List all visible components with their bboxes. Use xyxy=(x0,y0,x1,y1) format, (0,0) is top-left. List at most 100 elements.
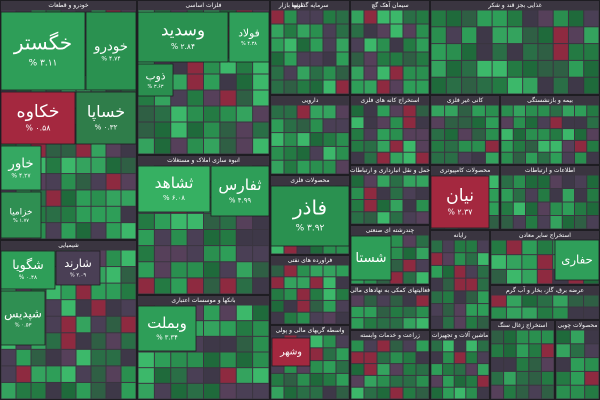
filler-cell xyxy=(541,330,554,344)
filler-cell xyxy=(91,283,106,300)
filler-cell xyxy=(106,141,121,157)
filler-cell xyxy=(121,141,136,157)
filler-cell xyxy=(403,38,416,52)
filler-cell xyxy=(462,77,477,94)
filler-cell xyxy=(297,361,310,373)
tile-box xyxy=(0,91,76,145)
tile-box xyxy=(554,239,600,281)
sector: بانکها و موسسات اعتباری وبملت ۳.۳۴ % xyxy=(137,295,270,400)
filler-cell xyxy=(310,300,323,312)
sector-box xyxy=(350,330,430,400)
filler-cell xyxy=(253,230,269,246)
filler-cell xyxy=(323,119,336,133)
filler-cell xyxy=(416,38,429,52)
filler-cell xyxy=(297,146,310,160)
tile-label: ذوب xyxy=(146,69,166,82)
filler-cell xyxy=(76,349,91,366)
filler-cell xyxy=(106,206,121,223)
filler-cell xyxy=(585,358,599,371)
filler-cell xyxy=(477,387,489,399)
filler-cell xyxy=(271,160,284,174)
filler-cell xyxy=(431,340,443,352)
filler-cell xyxy=(76,333,91,349)
filler-cell xyxy=(310,289,323,300)
filler-cell xyxy=(271,52,284,66)
sector: بیمه و بازنشستگی xyxy=(500,95,600,165)
filler-cell xyxy=(416,387,429,399)
filler-cell xyxy=(284,300,297,312)
filler-cell xyxy=(220,336,236,352)
filler-cell xyxy=(403,187,416,199)
filler-cell xyxy=(336,277,349,289)
sector: خودرو و قطعات خگستر ۳.۱۱ % خودرو ۴.۷۴ % خکاوه… xyxy=(0,0,137,240)
filler-cell xyxy=(187,90,203,106)
filler-cell xyxy=(416,212,429,224)
tile-change: ۴.۹۹ % xyxy=(229,196,252,204)
filler-cell xyxy=(171,106,187,122)
filler-cell xyxy=(522,295,537,307)
filler-cell xyxy=(403,105,416,117)
filler-cell xyxy=(556,344,570,358)
filler-cell xyxy=(466,364,477,375)
filler-cell xyxy=(390,235,403,247)
tile-box xyxy=(137,11,229,63)
tile: ثفارس ۴.۹۹ % xyxy=(210,165,270,217)
filler-cell xyxy=(431,140,445,152)
filler-cell xyxy=(121,333,136,349)
filler-cell xyxy=(570,371,585,385)
sector: استخراج سایر معادن حفاری xyxy=(490,230,600,285)
sector: انبوه سازی املاک و مستغلات ثشاهد ۶.۰۸ % ثفا… xyxy=(137,155,270,295)
filler-cell xyxy=(271,373,284,386)
filler-cell xyxy=(253,321,269,336)
filler-cell xyxy=(507,60,523,77)
filler-cell xyxy=(553,60,568,77)
filler-cell xyxy=(454,253,466,265)
tile-box xyxy=(350,235,392,281)
filler-cell xyxy=(538,27,553,44)
filler-cell xyxy=(390,295,403,306)
filler-cell xyxy=(522,269,537,284)
filler-cell xyxy=(390,387,403,399)
filler-cell xyxy=(504,371,516,385)
filler-cell xyxy=(46,223,61,239)
filler-cell xyxy=(138,138,154,154)
filler-cell xyxy=(46,349,61,366)
filler-cell xyxy=(284,105,297,119)
filler-cell xyxy=(297,133,310,146)
filler-cell xyxy=(485,117,499,129)
tile-box xyxy=(137,165,211,213)
filler-cell xyxy=(513,117,525,129)
filler-cell xyxy=(204,90,220,106)
filler-cell xyxy=(91,316,106,333)
filler-cell xyxy=(121,223,136,239)
filler-cell xyxy=(466,316,477,329)
filler-cell xyxy=(377,375,390,387)
filler-cell xyxy=(236,383,253,399)
filler-cell xyxy=(416,200,429,212)
filler-cell xyxy=(458,129,472,140)
tile-label: خزامیا xyxy=(10,207,33,217)
sector-box xyxy=(350,0,430,95)
filler-cell xyxy=(538,216,550,229)
filler-cell xyxy=(431,60,446,77)
filler-cell xyxy=(204,305,220,321)
filler-cell xyxy=(538,44,553,60)
filler-cell xyxy=(466,278,477,291)
filler-cell xyxy=(154,106,171,122)
tile-change: ۰.۳۲ % xyxy=(95,123,118,132)
filler-cell xyxy=(351,117,364,129)
filler-cell xyxy=(403,318,416,329)
sector: سرمایه گذاریها xyxy=(270,0,350,95)
sector-box xyxy=(350,165,430,225)
filler-cell xyxy=(403,66,416,80)
filler-cell xyxy=(454,375,466,387)
filler-cell xyxy=(336,133,349,146)
filler-cell xyxy=(431,278,443,291)
filler-cell xyxy=(106,190,121,206)
filler-cell xyxy=(506,255,522,269)
filler-cell xyxy=(61,174,76,190)
sector-label: رایانه xyxy=(454,232,467,239)
filler-cell xyxy=(390,318,403,329)
filler-cell xyxy=(253,90,269,106)
